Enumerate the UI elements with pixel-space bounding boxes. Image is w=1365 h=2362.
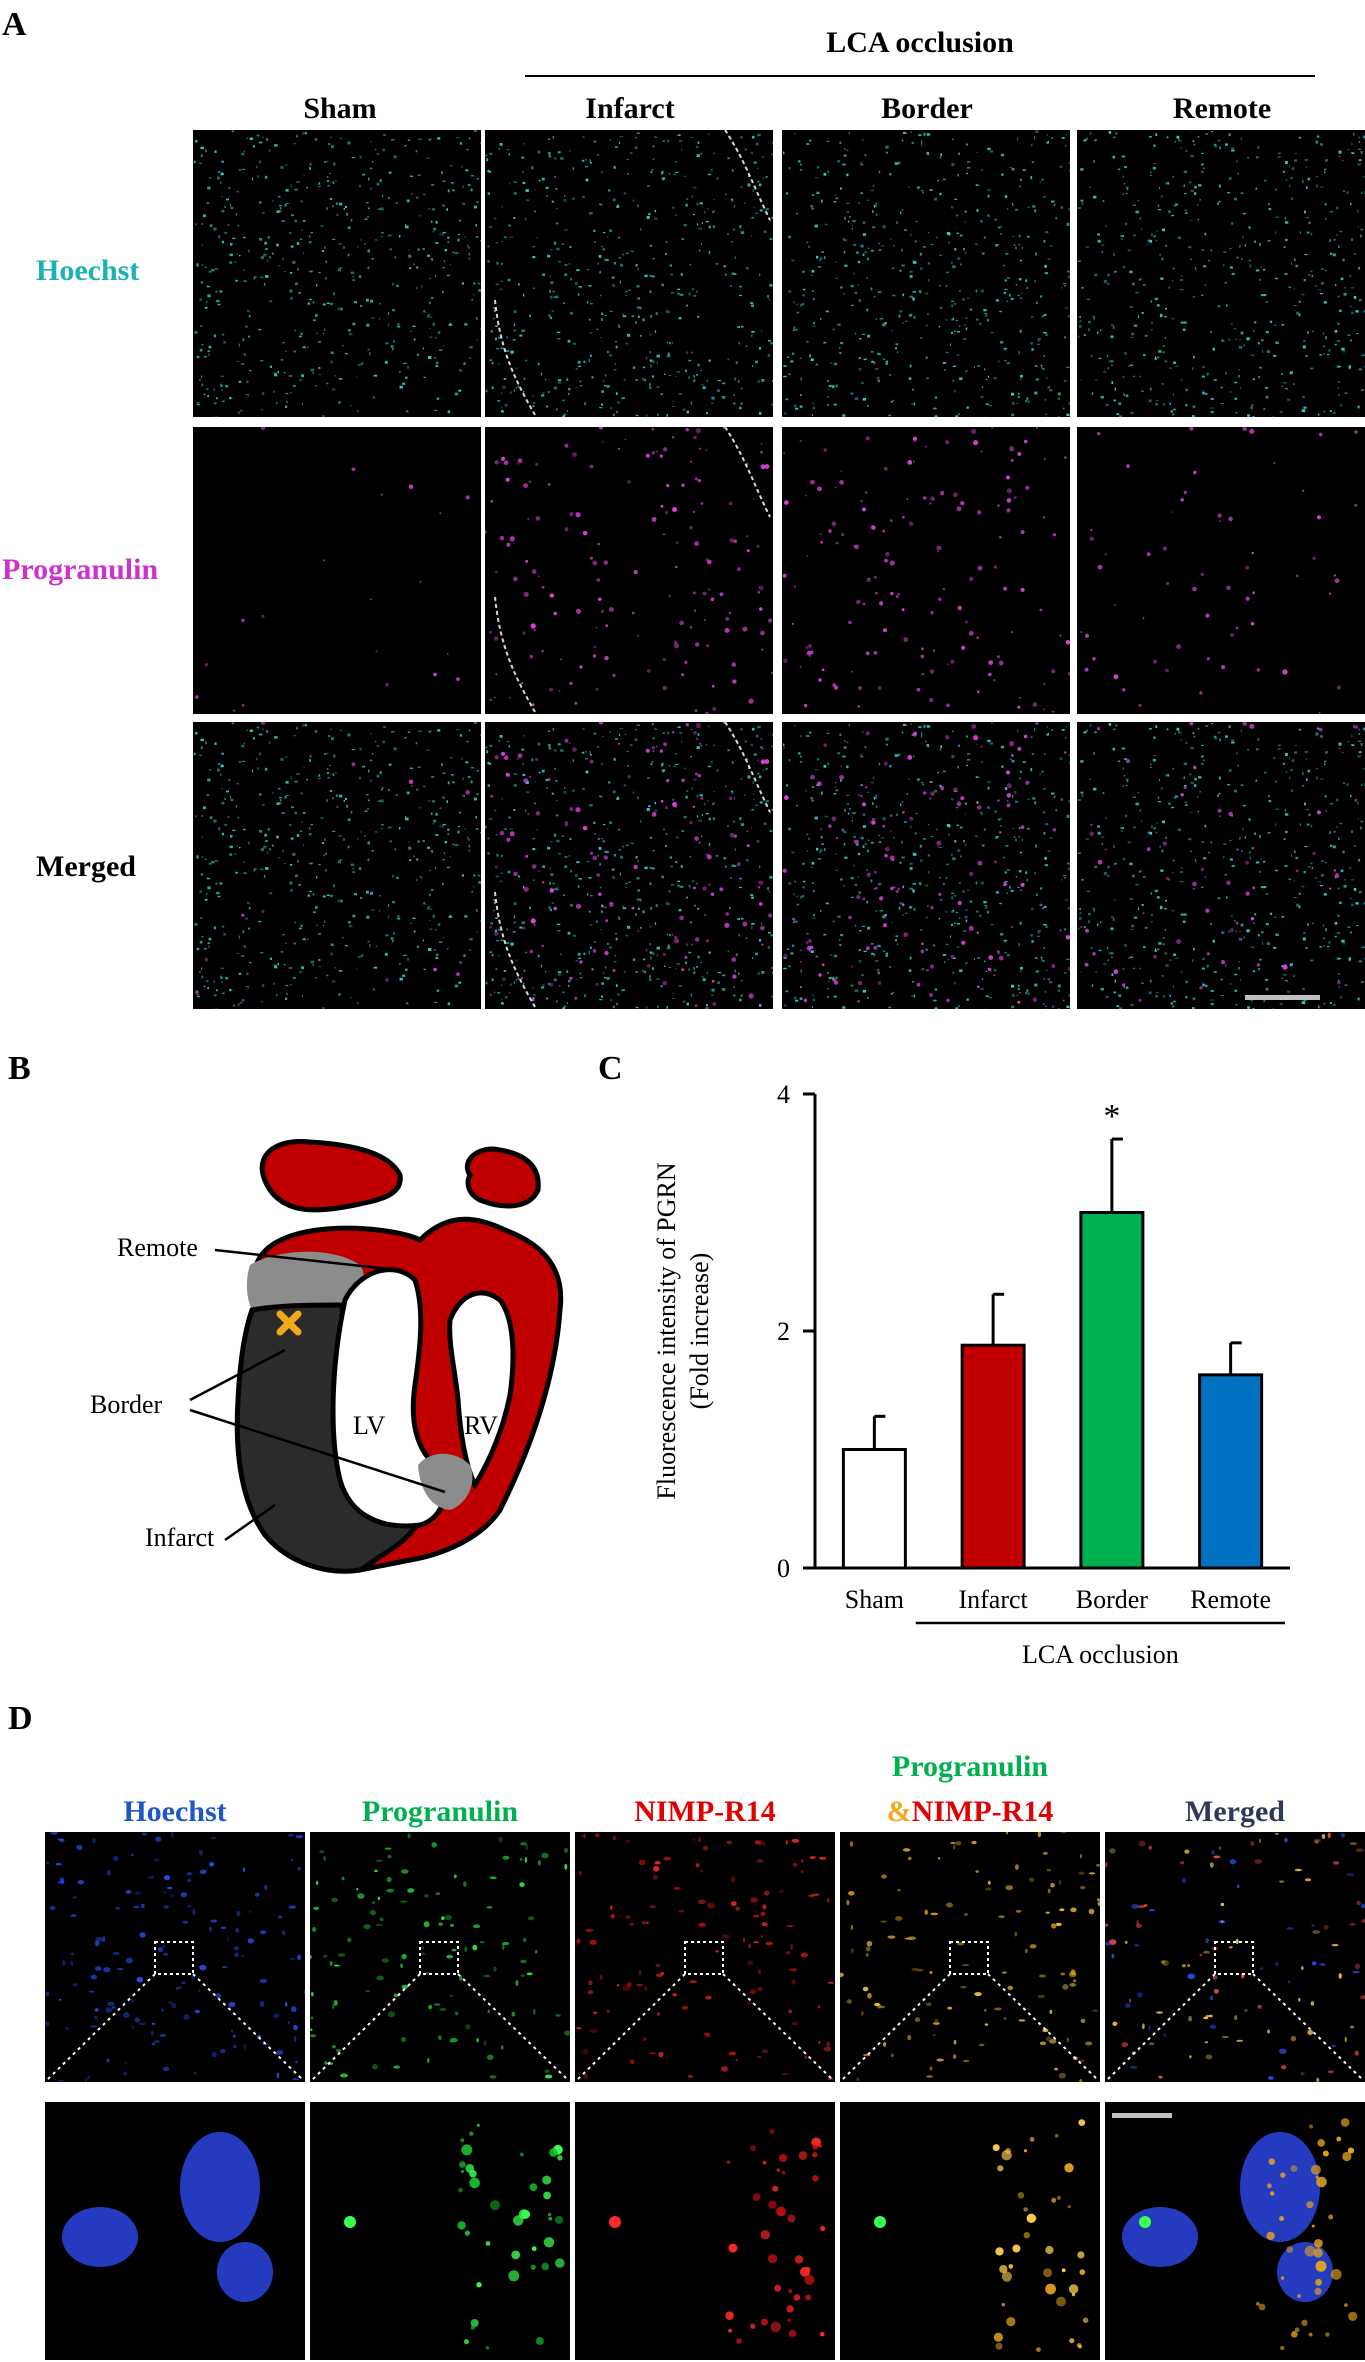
micrograph-merged-remote [1077,722,1365,1009]
micrograph-hoechst-border [782,130,1070,417]
left-atrium [259,1139,403,1213]
d-col-label-merged: Merged [1185,1795,1285,1828]
micrograph-d-zoom-coloc [840,2102,1100,2360]
col-label-sham: Sham [303,92,377,125]
panel-d-label: D [8,1700,33,1737]
border-leader-1 [189,1348,286,1402]
micrograph-d-zoom-progranulin [310,2102,570,2360]
col-label-remote: Remote [1172,92,1272,125]
scale-bar-d [1112,2113,1172,2118]
label-infarct: Infarct [145,1523,215,1552]
panel-c-label: C [598,1050,623,1087]
rv-cavity [447,1290,516,1491]
lca-occlusion-line-a [525,75,1315,77]
micrograph-d-overview-progranulin [310,1832,570,2082]
micrograph-d-overview-nimp-r14 [575,1832,835,2082]
heart-schematic [189,1139,564,1574]
micrograph-d-overview-coloc [840,1832,1100,2082]
lca-occlusion-label-c: LCA occlusion [1022,1640,1179,1669]
bar-border [1079,1211,1145,1570]
micrograph-merged-sham [193,722,481,1009]
d-col-label-nimp2: NIMP-R14 [911,1795,1054,1828]
x-tick-label-0: Sham [845,1585,904,1614]
micrograph-hoechst-remote [1077,130,1365,417]
bar-infarct [960,1343,1026,1570]
x-tick-label-2: Border [1076,1585,1149,1614]
row-label-progranulin: Progranulin [2,553,159,586]
d-col-label-coloc-top: Progranulin [891,1750,1049,1783]
y-axis-label: Fluorescence intensity of PGRN [652,1162,681,1499]
micrograph-hoechst-infarct [485,130,773,417]
micrograph-merged-border [782,722,1070,1009]
scale-bar-a [1245,995,1320,1000]
border-zone-septum [418,1453,473,1510]
row-label-merged: Merged [36,850,136,883]
label-lv: LV [353,1411,386,1440]
panel-b-label: B [8,1050,31,1087]
border-leader-2 [189,1408,446,1494]
bar-chart: 0 2 4 Sham Infarct Border * Remote LCA occlusion… [652,1080,1290,1669]
d-col-label-hoechst: Hoechst [123,1795,227,1828]
x-marker-icon [276,1310,302,1336]
x-tick-label-1: Infarct [958,1585,1028,1614]
micrograph-d-zoom-nimp-r14 [575,2102,835,2360]
micrograph-hoechst-sham [193,130,481,417]
x-tick-label-3: Remote [1190,1585,1271,1614]
remote-leader [214,1248,399,1272]
label-remote: Remote [117,1233,198,1262]
y-tick-label-0: 0 [777,1554,790,1583]
micrograph-progranulin-infarct [485,427,773,714]
lca-occlusion-label-a: LCA occlusion [826,26,1014,59]
col-label-border: Border [881,92,973,125]
border-zone-left [246,1251,364,1310]
y-tick-label-2: 4 [777,1080,790,1109]
d-col-label-amp: & [886,1795,912,1828]
micrograph-d-overview-hoechst [45,1832,305,2082]
row-label-hoechst: Hoechst [36,254,140,287]
bar-sham [841,1448,907,1570]
y-tick-label-1: 2 [777,1317,790,1346]
micrograph-merged-infarct [485,722,773,1009]
micrograph-d-zoom-merged [1105,2102,1365,2360]
bar-remote [1198,1373,1264,1570]
micrograph-d-zoom-hoechst [45,2102,305,2360]
d-col-label-progranulin: Progranulin [361,1795,519,1828]
col-label-infarct: Infarct [585,92,675,125]
panel-a-label: A [2,6,27,43]
micrograph-progranulin-sham [193,427,481,714]
infarct-leader [224,1503,276,1542]
d-col-label-coloc-bottom: &NIMP-R14 [840,1795,1100,1829]
micrograph-d-overview-merged [1105,1832,1365,2082]
label-border: Border [90,1390,163,1419]
label-rv: RV [464,1411,499,1440]
right-atrium [465,1146,541,1209]
y-axis-label-2: (Fold increase) [685,1253,714,1410]
micrograph-progranulin-remote [1077,427,1365,714]
micrograph-progranulin-border [782,427,1070,714]
d-col-label-nimp: NIMP-R14 [634,1795,776,1828]
significance-marker: * [1103,1098,1120,1135]
